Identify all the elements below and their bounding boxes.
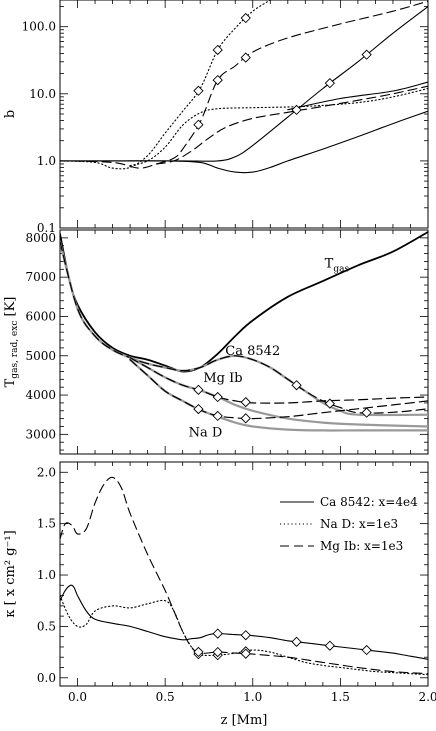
x-axis-title: z [Mm] xyxy=(221,713,268,728)
diamond-marker xyxy=(291,380,302,391)
x-tick-label: 0.5 xyxy=(156,690,175,704)
diamond-marker xyxy=(240,648,251,659)
y-tick-label: 3000 xyxy=(25,427,56,441)
panel-bottom: 0.0 0.5 1.0 1.5 2.0 0.0 0.5 1.0 1.5 2.0 κ [ x cm² … xyxy=(3,461,436,728)
curve-annotation: Mg Ib xyxy=(203,371,242,386)
y-tick-label: 4000 xyxy=(25,388,56,402)
y-axis-title: Tgas, rad, exc [K] xyxy=(3,297,20,388)
y-tick-label: 1.5 xyxy=(37,517,56,531)
diamond-marker xyxy=(212,391,223,403)
series-line-3 xyxy=(60,0,271,170)
y-axis-title: b xyxy=(3,110,18,118)
diamond-marker xyxy=(324,398,336,409)
diamond-marker xyxy=(240,396,251,408)
diamond-marker xyxy=(193,403,204,415)
diamond-marker xyxy=(193,384,204,395)
diamond-marker xyxy=(324,78,336,89)
series-line-6 xyxy=(155,85,428,165)
series-group xyxy=(60,476,428,676)
series-line-0 xyxy=(60,584,428,660)
diamond-marker xyxy=(212,646,223,658)
series-line-2 xyxy=(60,476,428,675)
diamond-marker xyxy=(193,646,204,658)
series-group xyxy=(60,0,428,174)
diamond-marker xyxy=(240,12,251,24)
y-tick-label: 100.0 xyxy=(22,20,56,34)
x-tick-label: 2.0 xyxy=(418,690,436,704)
diamond-marker xyxy=(240,52,251,63)
diamond-marker xyxy=(361,49,372,60)
plot-frame xyxy=(59,229,429,455)
y-tick-label: 0.0 xyxy=(37,671,56,685)
diamond-marker xyxy=(212,628,223,639)
y-tick-label: 5000 xyxy=(25,349,56,363)
plot-frame xyxy=(59,0,429,229)
series-line-1 xyxy=(60,5,428,162)
diamond-marker xyxy=(212,44,223,56)
panel-mid: 3000 4000 5000 6000 7000 8000 Tgas, rad, exc [… xyxy=(3,229,429,455)
series-line-1 xyxy=(60,240,428,417)
series-line-3 xyxy=(129,356,428,428)
diamond-marker xyxy=(324,640,336,651)
panel-top: 0.1 1.0 10.0 100.0 b xyxy=(3,0,429,235)
y-axis-title: κ [ x cm² g⁻¹] xyxy=(3,530,18,617)
diamond-marker xyxy=(240,630,251,641)
diamond-marker xyxy=(361,407,372,418)
legend-label: Mg Ib: x=1e3 xyxy=(320,539,403,553)
y-tick-label: 0.5 xyxy=(37,619,56,633)
x-tick-label: 1.5 xyxy=(331,690,350,704)
curve-annotation: Tgas xyxy=(325,256,350,274)
y-tick-label: 0.1 xyxy=(37,221,56,235)
y-tick-label: 8000 xyxy=(25,231,56,245)
series-line-4 xyxy=(129,357,428,404)
series-group xyxy=(60,231,428,432)
diamond-marker xyxy=(361,644,372,656)
x-tick-label: 0.0 xyxy=(68,690,87,704)
curve-annotation: Na D xyxy=(189,425,223,440)
diamond-marker xyxy=(240,413,251,424)
series-line-6 xyxy=(129,359,428,420)
curve-annotation: Ca 8542 xyxy=(225,344,280,359)
series-line-2 xyxy=(60,241,428,414)
series-line-2 xyxy=(287,81,428,111)
diamond-marker xyxy=(193,119,204,130)
legend-label: Na D: x=1e3 xyxy=(320,517,398,531)
series-line-4 xyxy=(129,87,428,167)
diamond-marker xyxy=(291,104,302,116)
y-tick-label: 1.0 xyxy=(37,154,56,168)
y-tick-label: 2.0 xyxy=(37,465,56,479)
plot-frame xyxy=(59,461,429,687)
diamond-marker xyxy=(212,410,223,422)
legend-label: Ca 8542: x=4e4 xyxy=(320,495,418,509)
diamond-marker xyxy=(193,85,204,96)
diamond-marker xyxy=(212,74,223,86)
x-tick-label: 1.0 xyxy=(243,690,262,704)
diamond-marker xyxy=(291,636,302,647)
y-tick-label: 10.0 xyxy=(29,87,56,101)
y-tick-label: 7000 xyxy=(25,270,56,284)
y-tick-label: 6000 xyxy=(25,309,56,323)
series-line-5 xyxy=(60,0,428,169)
y-tick-label: 1.0 xyxy=(37,568,56,582)
